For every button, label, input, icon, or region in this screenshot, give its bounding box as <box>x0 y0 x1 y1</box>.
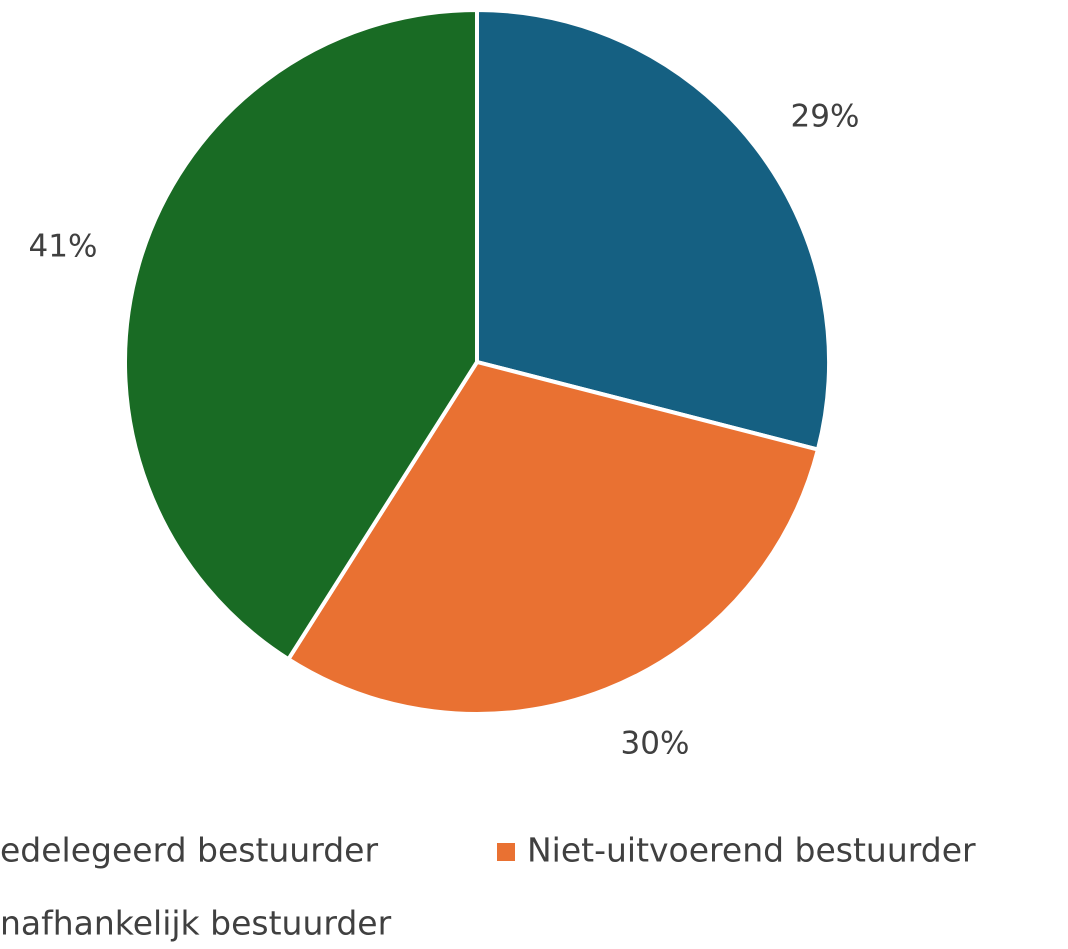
data-label: 29% <box>791 99 860 135</box>
legend-marker <box>497 843 515 861</box>
pie-slice <box>286 360 820 716</box>
legend-label: Niet-uitvoerend bestuurder <box>527 831 976 870</box>
legend-label: nafhankelijk bestuurder <box>0 904 392 943</box>
pie-slice <box>475 8 831 452</box>
data-label: 30% <box>621 726 690 762</box>
pie-slice <box>123 8 479 662</box>
data-label: 41% <box>29 229 98 265</box>
legend-label: edelegeerd bestuurder <box>0 831 378 870</box>
